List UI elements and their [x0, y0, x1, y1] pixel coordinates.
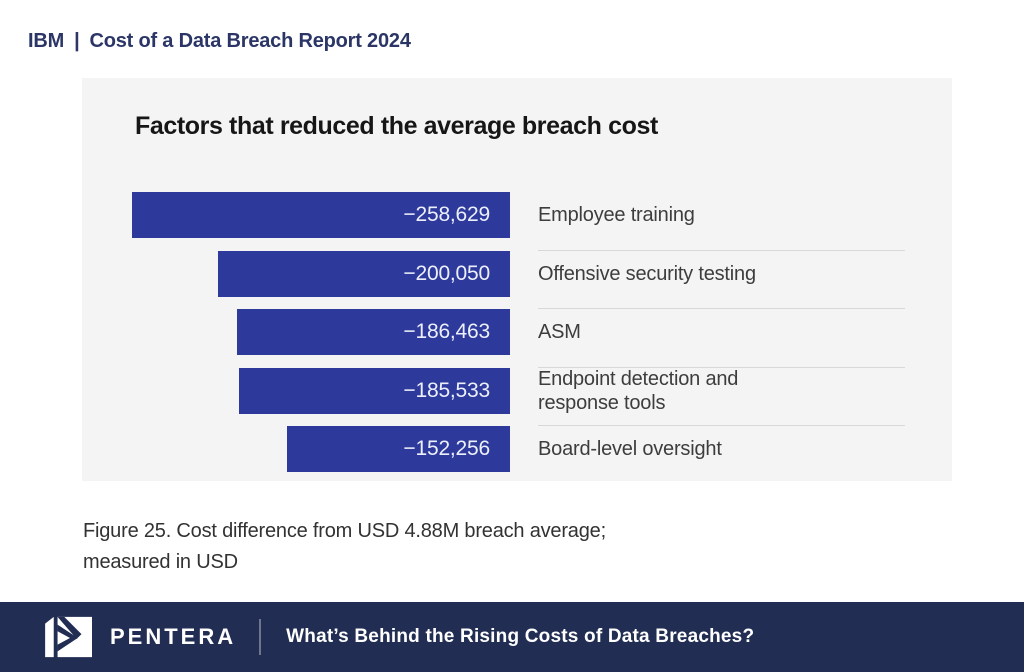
report-header: IBM | Cost of a Data Breach Report 2024 — [28, 30, 411, 53]
chart-title: Factors that reduced the average breach … — [135, 112, 658, 140]
bar-category-label: ASM — [538, 321, 581, 343]
figure-caption-line1: Figure 25. Cost difference from USD 4.88… — [83, 520, 606, 542]
bar-cell: −185,533 — [132, 367, 510, 414]
chart-row: −258,629 Employee training — [132, 192, 905, 251]
chart-row: −152,256 Board-level oversight — [132, 426, 798, 485]
bar-value-label: −186,463 — [403, 320, 490, 343]
chart-panel: Factors that reduced the average breach … — [82, 78, 952, 481]
figure-caption-line2: measured in USD — [83, 551, 238, 573]
bar-category-label: Endpoint detection and response tools — [538, 367, 739, 414]
bar: −152,256 — [287, 426, 510, 472]
bar-cell: −152,256 — [132, 426, 510, 472]
bar: −186,463 — [237, 309, 510, 355]
bar-value-label: −200,050 — [403, 261, 490, 285]
chart-rows: −258,629 Employee training −200,050 Offensi… — [132, 192, 905, 485]
pentera-logo-icon — [45, 615, 95, 659]
bar: −200,050 — [218, 250, 510, 297]
bar: −258,629 — [132, 192, 510, 238]
bar-value-label: −258,629 — [403, 203, 490, 226]
footer-divider — [259, 619, 262, 655]
bar-cell: −258,629 — [132, 192, 510, 238]
bar-cell: −186,463 — [132, 309, 510, 355]
report-title: Cost of a Data Breach Report 2024 — [89, 30, 411, 52]
chart-row: −185,533 Endpoint detection and response … — [132, 367, 905, 427]
bar-category-label: Employee training — [538, 204, 695, 226]
header-pipe-separator: | — [74, 30, 80, 52]
bar-cell: −200,050 — [132, 250, 510, 297]
chart-row: −200,050 Offensive security testing — [132, 250, 905, 310]
bar-value-label: −152,256 — [403, 437, 490, 460]
bar-category-label: Offensive security testing — [538, 262, 756, 285]
report-brand: IBM — [28, 30, 65, 52]
bar-category-label: Board-level oversight — [538, 438, 722, 460]
figure-caption: Figure 25. Cost difference from USD 4.88… — [83, 516, 606, 578]
bar: −185,533 — [239, 367, 510, 414]
chart-row: −186,463 ASM — [132, 309, 905, 368]
footer-title: What’s Behind the Rising Costs of Data B… — [286, 626, 755, 647]
footer-brand-wordmark: PENTERA — [110, 624, 237, 649]
bar-value-label: −185,533 — [403, 378, 490, 402]
footer-banner: PENTERA What’s Behind the Rising Costs o… — [0, 602, 1024, 672]
